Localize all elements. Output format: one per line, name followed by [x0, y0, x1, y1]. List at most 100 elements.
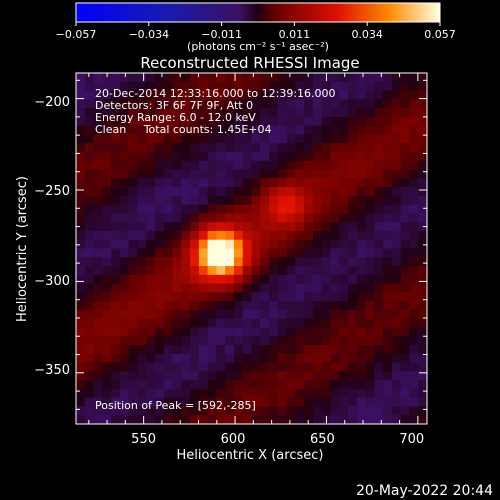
heatmap-pixel [321, 345, 332, 355]
heatmap-pixel [172, 108, 182, 118]
heatmap-pixel [295, 160, 305, 171]
heatmap-pixel [356, 415, 367, 424]
heatmap-pixel [321, 125, 332, 136]
heatmap-pixel [181, 169, 191, 179]
heatmap-pixel [225, 292, 235, 302]
heatmap-pixel [84, 353, 95, 364]
heatmap-pixel [111, 151, 121, 162]
heatmap-pixel [119, 301, 130, 311]
heatmap-pixel [304, 406, 314, 416]
heatmap-pixel [216, 116, 226, 127]
heatmap-pixel [365, 239, 375, 250]
heatmap-pixel [277, 169, 288, 179]
heatmap-pixel [84, 134, 95, 144]
heatmap-pixel [111, 274, 121, 285]
heatmap-pixel [383, 274, 393, 285]
heatmap-pixel [242, 169, 253, 179]
heatmap-pixel [277, 108, 288, 118]
heatmap-pixel [304, 353, 314, 364]
heatmap-pixel [119, 108, 130, 118]
heatmap-pixel [365, 169, 375, 179]
heatmap-pixel [111, 108, 121, 118]
heatmap-pixel [93, 187, 103, 197]
heatmap-pixel [225, 143, 235, 153]
heatmap-pixel [400, 90, 411, 100]
colorbar-tick-label: −0.011 [201, 28, 242, 41]
heatmap-pixel [391, 248, 402, 258]
heatmap-pixel [102, 336, 112, 346]
heatmap-pixel [277, 99, 288, 109]
heatmap-pixel [102, 301, 112, 311]
heatmap-pixel [190, 248, 200, 258]
heatmap-pixel [111, 415, 121, 424]
heatmap-pixel [84, 125, 95, 136]
heatmap-pixel [286, 169, 296, 179]
heatmap-pixel [190, 81, 200, 92]
heatmap-pixel [163, 415, 174, 424]
heatmap-pixel [233, 143, 244, 153]
heatmap-pixel [286, 81, 296, 92]
heatmap-pixel [391, 99, 402, 109]
heatmap-pixel [418, 397, 427, 408]
heatmap-pixel [400, 327, 411, 337]
heatmap-pixel [295, 187, 305, 197]
heatmap-pixel [242, 292, 253, 302]
heatmap-pixel [154, 327, 165, 337]
heatmap-pixel [286, 345, 296, 355]
heatmap-pixel [365, 327, 375, 337]
heatmap-pixel [383, 336, 393, 346]
heatmap-pixel [119, 73, 130, 83]
heatmap-pixel [163, 336, 174, 346]
heatmap-pixel [251, 248, 261, 258]
heatmap-pixel [312, 169, 323, 179]
heatmap-pixel [198, 362, 209, 372]
heatmap-pixel [190, 283, 200, 293]
heatmap-pixel [348, 388, 358, 399]
heatmap-pixel [207, 90, 218, 100]
heatmap-pixel [251, 274, 261, 285]
heatmap-pixel [418, 362, 427, 372]
heatmap-pixel [93, 213, 103, 223]
heatmap-pixel [365, 292, 375, 302]
heatmap-pixel [198, 125, 209, 136]
heatmap-pixel [207, 345, 218, 355]
heatmap-pixel [391, 257, 402, 267]
heatmap-pixel [76, 222, 86, 232]
heatmap-pixel [181, 397, 191, 408]
heatmap-pixel [84, 371, 95, 381]
heatmap-pixel [383, 108, 393, 118]
heatmap-pixel [286, 301, 296, 311]
heatmap-pixel [339, 380, 349, 390]
heatmap-pixel [233, 318, 244, 329]
heatmap-pixel [348, 406, 358, 416]
heatmap-pixel [137, 248, 147, 258]
heatmap-pixel [286, 292, 296, 302]
heatmap-pixel [409, 134, 419, 144]
heatmap-pixel [330, 362, 340, 372]
heatmap-pixel [172, 143, 182, 153]
heatmap-pixel [111, 160, 121, 171]
heatmap-pixel [312, 187, 323, 197]
heatmap-pixel [391, 151, 402, 162]
heatmap-pixel [128, 160, 139, 171]
heatmap-pixel [269, 309, 279, 320]
heatmap-pixel [190, 345, 200, 355]
heatmap-pixel [383, 388, 393, 399]
heatmap-pixel [233, 406, 244, 416]
heatmap-pixel [242, 99, 253, 109]
heatmap-pixel [418, 266, 427, 276]
heatmap-pixel [356, 292, 367, 302]
heatmap-pixel [312, 266, 323, 276]
heatmap-pixel [260, 125, 270, 136]
heatmap-pixel [207, 397, 218, 408]
heatmap-pixel [286, 283, 296, 293]
heatmap-pixel [374, 380, 384, 390]
heatmap-pixel [295, 318, 305, 329]
heatmap-pixel [260, 151, 270, 162]
heatmap-pixel [365, 388, 375, 399]
heatmap-pixel [181, 134, 191, 144]
heatmap-pixel [339, 230, 349, 241]
heatmap-pixel [76, 195, 86, 206]
heatmap-pixel [137, 274, 147, 285]
heatmap-pixel [348, 380, 358, 390]
